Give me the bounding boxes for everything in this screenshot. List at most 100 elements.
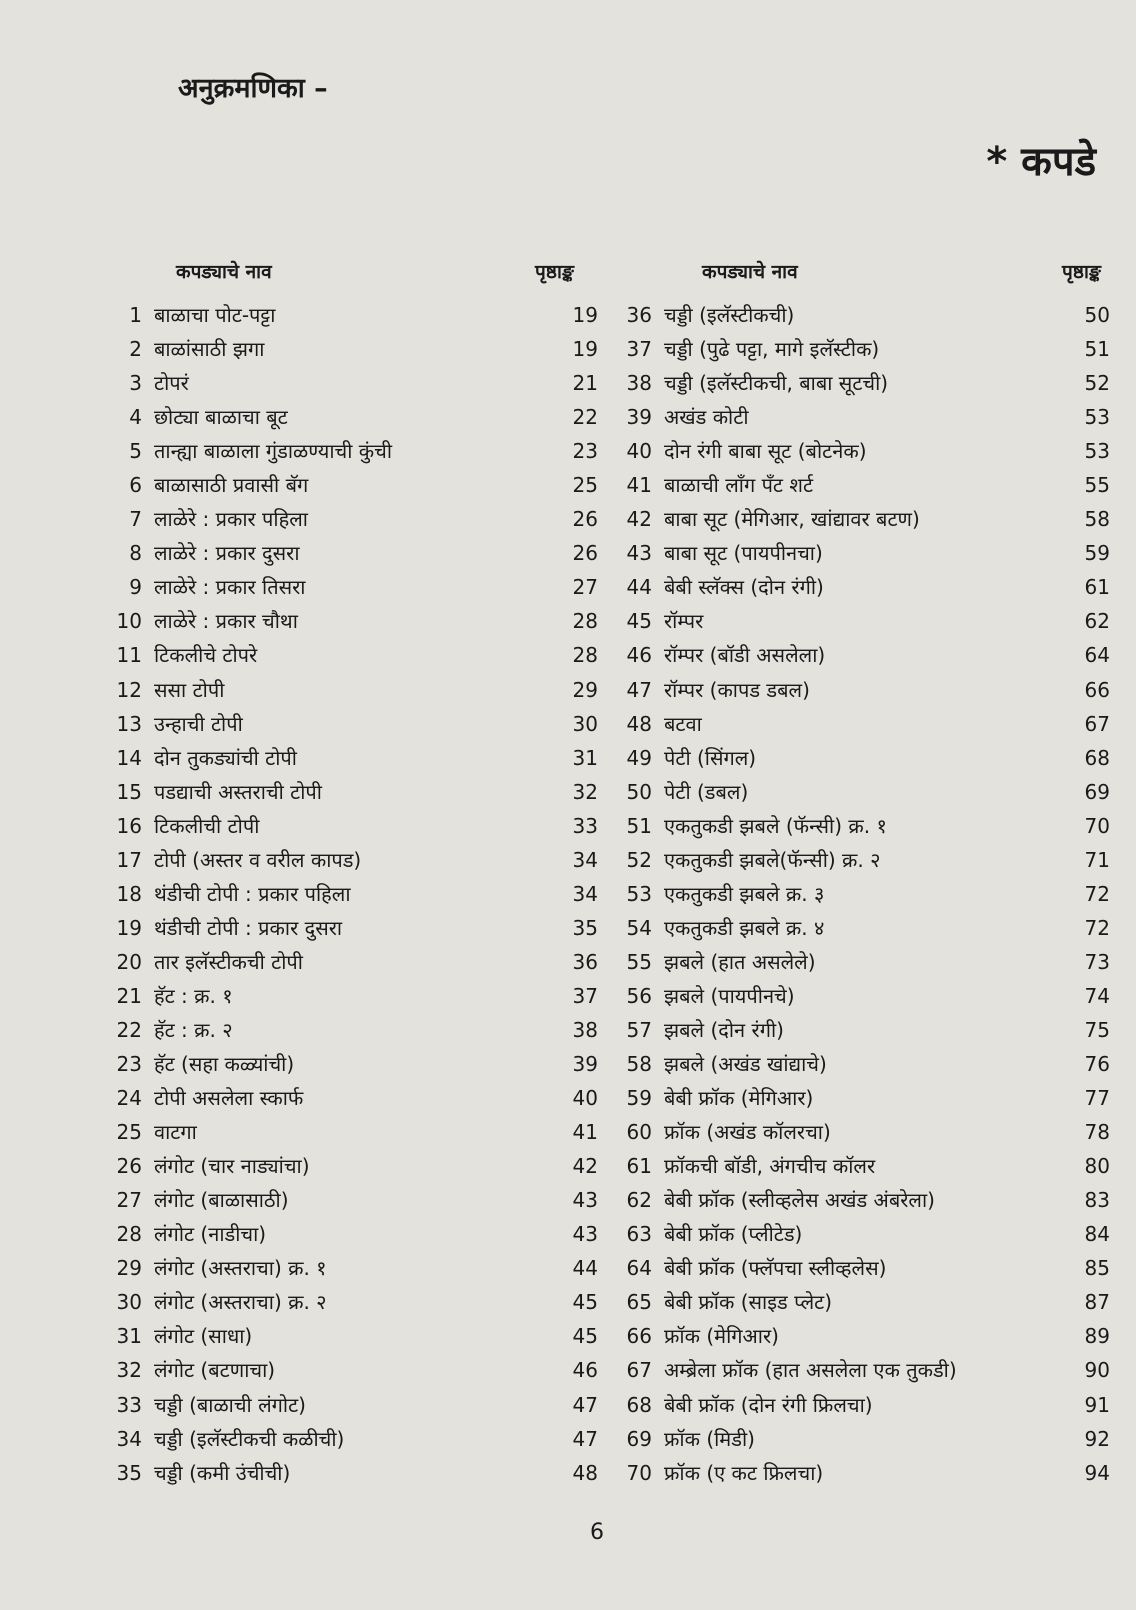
entry-title: झबले (पायपीनचे) [664,983,795,1008]
entry-page: 89 [1084,1324,1110,1349]
entry-title: बाबा सूट (मेगिआर, खांद्यावर बटण) [664,507,920,532]
entry-title: उन्हाची टोपी [154,711,243,736]
entry-title: झबले (दोन रंगी) [664,1017,784,1042]
entry-number: 18 [116,881,142,906]
entry-number: 5 [129,439,142,464]
index-entry: 65 बेबी फ्रॉक (साइड प्लेट) 87 [612,1285,1110,1319]
entry-page: 55 [1084,473,1110,498]
entry-page: 48 [572,1460,598,1485]
entry-page: 43 [572,1188,598,1213]
entry-number: 14 [116,745,142,770]
entry-title: छोट्या बाळाचा बूट [154,405,288,430]
entry-number: 12 [116,677,142,702]
entry-title: हॅट : क्र. १ [154,983,233,1008]
entry-number: 30 [116,1290,142,1315]
entry-title: पडद्याची अस्तराची टोपी [154,779,322,804]
entry-title: लंगोट (चार नाड्यांचा) [154,1154,310,1179]
index-entry: 20 तार इलॅस्टीकची टोपी 36 [102,945,598,979]
index-entry: 34 चड्डी (इलॅस्टीकची कळीची) 47 [102,1422,598,1456]
index-entry: 58 झबले (अखंड खांद्याचे) 76 [612,1047,1110,1081]
entry-number: 50 [626,779,652,804]
entry-title: बाळांसाठी झगा [154,337,265,362]
entry-title: झबले (हात असलेले) [664,949,816,974]
entry-number: 7 [129,507,142,532]
entry-number: 55 [626,949,652,974]
entry-page: 45 [572,1324,598,1349]
entry-page: 25 [572,473,598,498]
entry-title: फ्रॉक (मिडी) [664,1426,755,1451]
entry-number: 69 [626,1426,652,1451]
entry-title: टोपी असलेला स्कार्फ [154,1086,304,1111]
entry-page: 77 [1084,1086,1110,1111]
entry-title: रॉम्पर (बॉडी असलेला) [664,643,826,668]
entry-page: 34 [572,881,598,906]
entry-number: 43 [626,541,652,566]
entry-page: 71 [1084,847,1110,872]
entry-number: 22 [116,1017,142,1042]
index-entry: 49 पेटी (सिंगल) 68 [612,741,1110,775]
entry-number: 20 [116,949,142,974]
entry-title: चड्डी (बाळाची लंगोट) [154,1392,306,1417]
index-entry: 51 एकतुकडी झबले (फॅन्सी) क्र. १ 70 [612,809,1110,843]
entry-page: 36 [572,949,598,974]
left-index-list: 1 बाळाचा पोट-पट्टा 19 2 बाळांसाठी झगा 19 3 टोपर… [102,298,598,1490]
index-entry: 40 दोन रंगी बाबा सूट (बोटनेक) 53 [612,434,1110,468]
entry-number: 26 [116,1154,142,1179]
entry-page: 67 [1084,711,1110,736]
entry-page: 19 [572,303,598,327]
entry-title: बेबी फ्रॉक (मेगिआर) [664,1086,814,1111]
entry-number: 13 [116,711,142,736]
entry-page: 68 [1084,745,1110,770]
entry-number: 35 [116,1460,142,1485]
entry-page: 32 [572,779,598,804]
entry-number: 37 [626,337,652,362]
entry-page: 45 [572,1290,598,1315]
entry-title: लाळेरे : प्रकार पहिला [154,507,308,532]
entry-page: 33 [572,813,598,838]
entry-title: लाळेरे : प्रकार चौथा [154,609,298,634]
index-entry: 42 बाबा सूट (मेगिआर, खांद्यावर बटण) 58 [612,502,1110,536]
entry-number: 9 [129,575,142,600]
entry-number: 36 [626,303,652,327]
entry-title: पेटी (डबल) [664,779,749,804]
index-entry: 55 झबले (हात असलेले) 73 [612,945,1110,979]
entry-title: लंगोट (नाडीचा) [154,1222,267,1247]
entry-page: 37 [572,983,598,1008]
entry-number: 29 [116,1256,142,1281]
entry-page: 83 [1084,1188,1110,1213]
index-entry: 29 लंगोट (अस्तराचा) क्र. १ 44 [102,1251,598,1285]
index-entry: 33 चड्डी (बाळाची लंगोट) 47 [102,1388,598,1422]
entry-title: हॅट : क्र. २ [154,1017,233,1042]
entry-number: 53 [626,881,652,906]
entry-title: हॅट (सहा कळ्यांची) [154,1052,295,1077]
index-entry: 16 टिकलीची टोपी 33 [102,809,598,843]
index-entry: 36 चड्डी (इलॅस्टीकची) 50 [612,298,1110,332]
entry-title: अखंड कोटी [664,405,749,430]
index-entry: 66 फ्रॉक (मेगिआर) 89 [612,1319,1110,1353]
entry-page: 39 [572,1052,598,1077]
index-entry: 62 बेबी फ्रॉक (स्लीव्हलेस अखंड अंबरेला) 83 [612,1183,1110,1217]
index-entry: 52 एकतुकडी झबले(फॅन्सी) क्र. २ 71 [612,843,1110,877]
index-entry: 7 लाळेरे : प्रकार पहिला 26 [102,502,598,536]
entry-title: बाळाचा पोट-पट्टा [154,303,276,327]
entry-title: टिकलीचे टोपरे [154,643,258,668]
entry-title: चड्डी (कमी उंचीची) [154,1460,291,1485]
entry-title: लंगोट (साधा) [154,1324,253,1349]
entry-number: 54 [626,915,652,940]
index-entry: 17 टोपी (अस्तर व वरील कापड) 34 [102,843,598,877]
index-entry: 68 बेबी फ्रॉक (दोन रंगी फ्रिलचा) 91 [612,1388,1110,1422]
index-entry: 61 फ्रॉकची बॉडी, अंगचीच कॉलर 80 [612,1149,1110,1183]
entry-page: 91 [1084,1392,1110,1417]
entry-title: चड्डी (पुढे पट्टा, मागे इलॅस्टीक) [664,337,880,362]
entry-number: 48 [626,711,652,736]
entry-number: 27 [116,1188,142,1213]
entry-page: 58 [1084,507,1110,532]
entry-page: 44 [572,1256,598,1281]
entry-number: 46 [626,643,652,668]
entry-title: बाळासाठी प्रवासी बॅग [154,473,309,498]
index-entry: 64 बेबी फ्रॉक (फ्लॅपचा स्लीव्हलेस) 85 [612,1251,1110,1285]
entry-page: 75 [1084,1017,1110,1042]
entry-title: थंडीची टोपी : प्रकार पहिला [154,881,351,906]
entry-title: बाळाची लॉंग पॅंट शर्ट [664,473,814,498]
index-entry: 18 थंडीची टोपी : प्रकार पहिला 34 [102,877,598,911]
